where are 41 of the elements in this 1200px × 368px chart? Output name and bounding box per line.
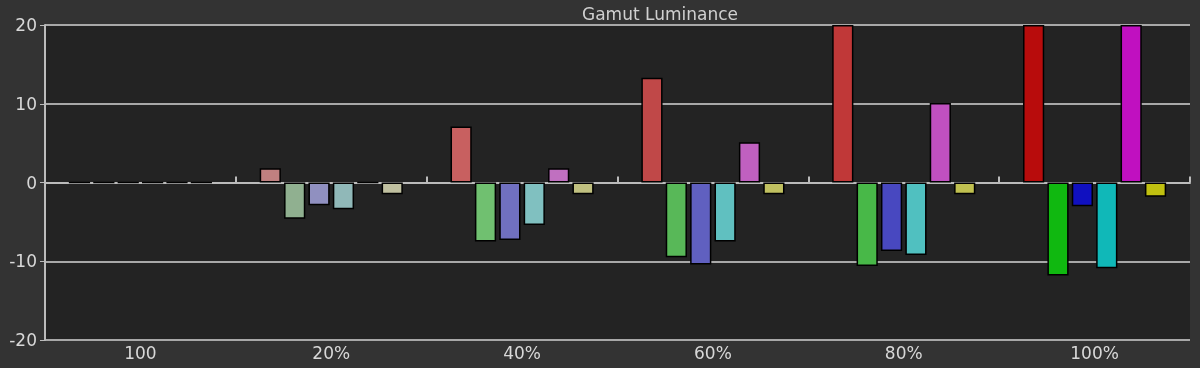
- bar: [929, 102, 951, 183]
- bar: [856, 182, 878, 266]
- x-tick-label: 80%: [884, 342, 923, 363]
- bar: [641, 77, 663, 183]
- bar: [284, 182, 306, 219]
- bar: [905, 182, 927, 255]
- bar: [763, 182, 785, 195]
- y-tick-label: 20: [15, 15, 37, 35]
- bar: [259, 168, 281, 183]
- bar: [1071, 182, 1093, 207]
- bar: [1047, 182, 1069, 276]
- bar: [665, 182, 687, 258]
- bar: [832, 25, 854, 183]
- bar: [690, 182, 712, 265]
- chart-title: Gamut Luminance: [582, 3, 738, 24]
- x-tick-label: 100%: [1070, 342, 1119, 363]
- bar: [572, 182, 594, 195]
- bar: [1096, 182, 1118, 269]
- y-tick-label: -10: [9, 251, 37, 272]
- bar: [1023, 25, 1045, 183]
- y-tick-label: 0: [26, 172, 37, 193]
- bar: [714, 182, 736, 242]
- bar: [499, 182, 521, 240]
- bar: [332, 182, 355, 210]
- y-tick-label: 10: [15, 93, 37, 114]
- bar: [548, 168, 570, 183]
- bar: [738, 142, 761, 183]
- x-tick-label: 60%: [694, 342, 732, 363]
- x-tick-label: 20%: [312, 342, 351, 363]
- bar: [381, 182, 403, 195]
- bar: [523, 182, 545, 226]
- bar: [474, 182, 497, 242]
- bar: [1144, 182, 1167, 197]
- bar: [1120, 25, 1142, 183]
- bar: [450, 126, 472, 183]
- bar: [954, 182, 976, 195]
- bar: [308, 182, 330, 206]
- x-tick-label: 100: [124, 342, 157, 363]
- x-tick-label: 40%: [503, 342, 541, 363]
- bar: [880, 182, 903, 252]
- y-tick-label: -20: [9, 330, 37, 350]
